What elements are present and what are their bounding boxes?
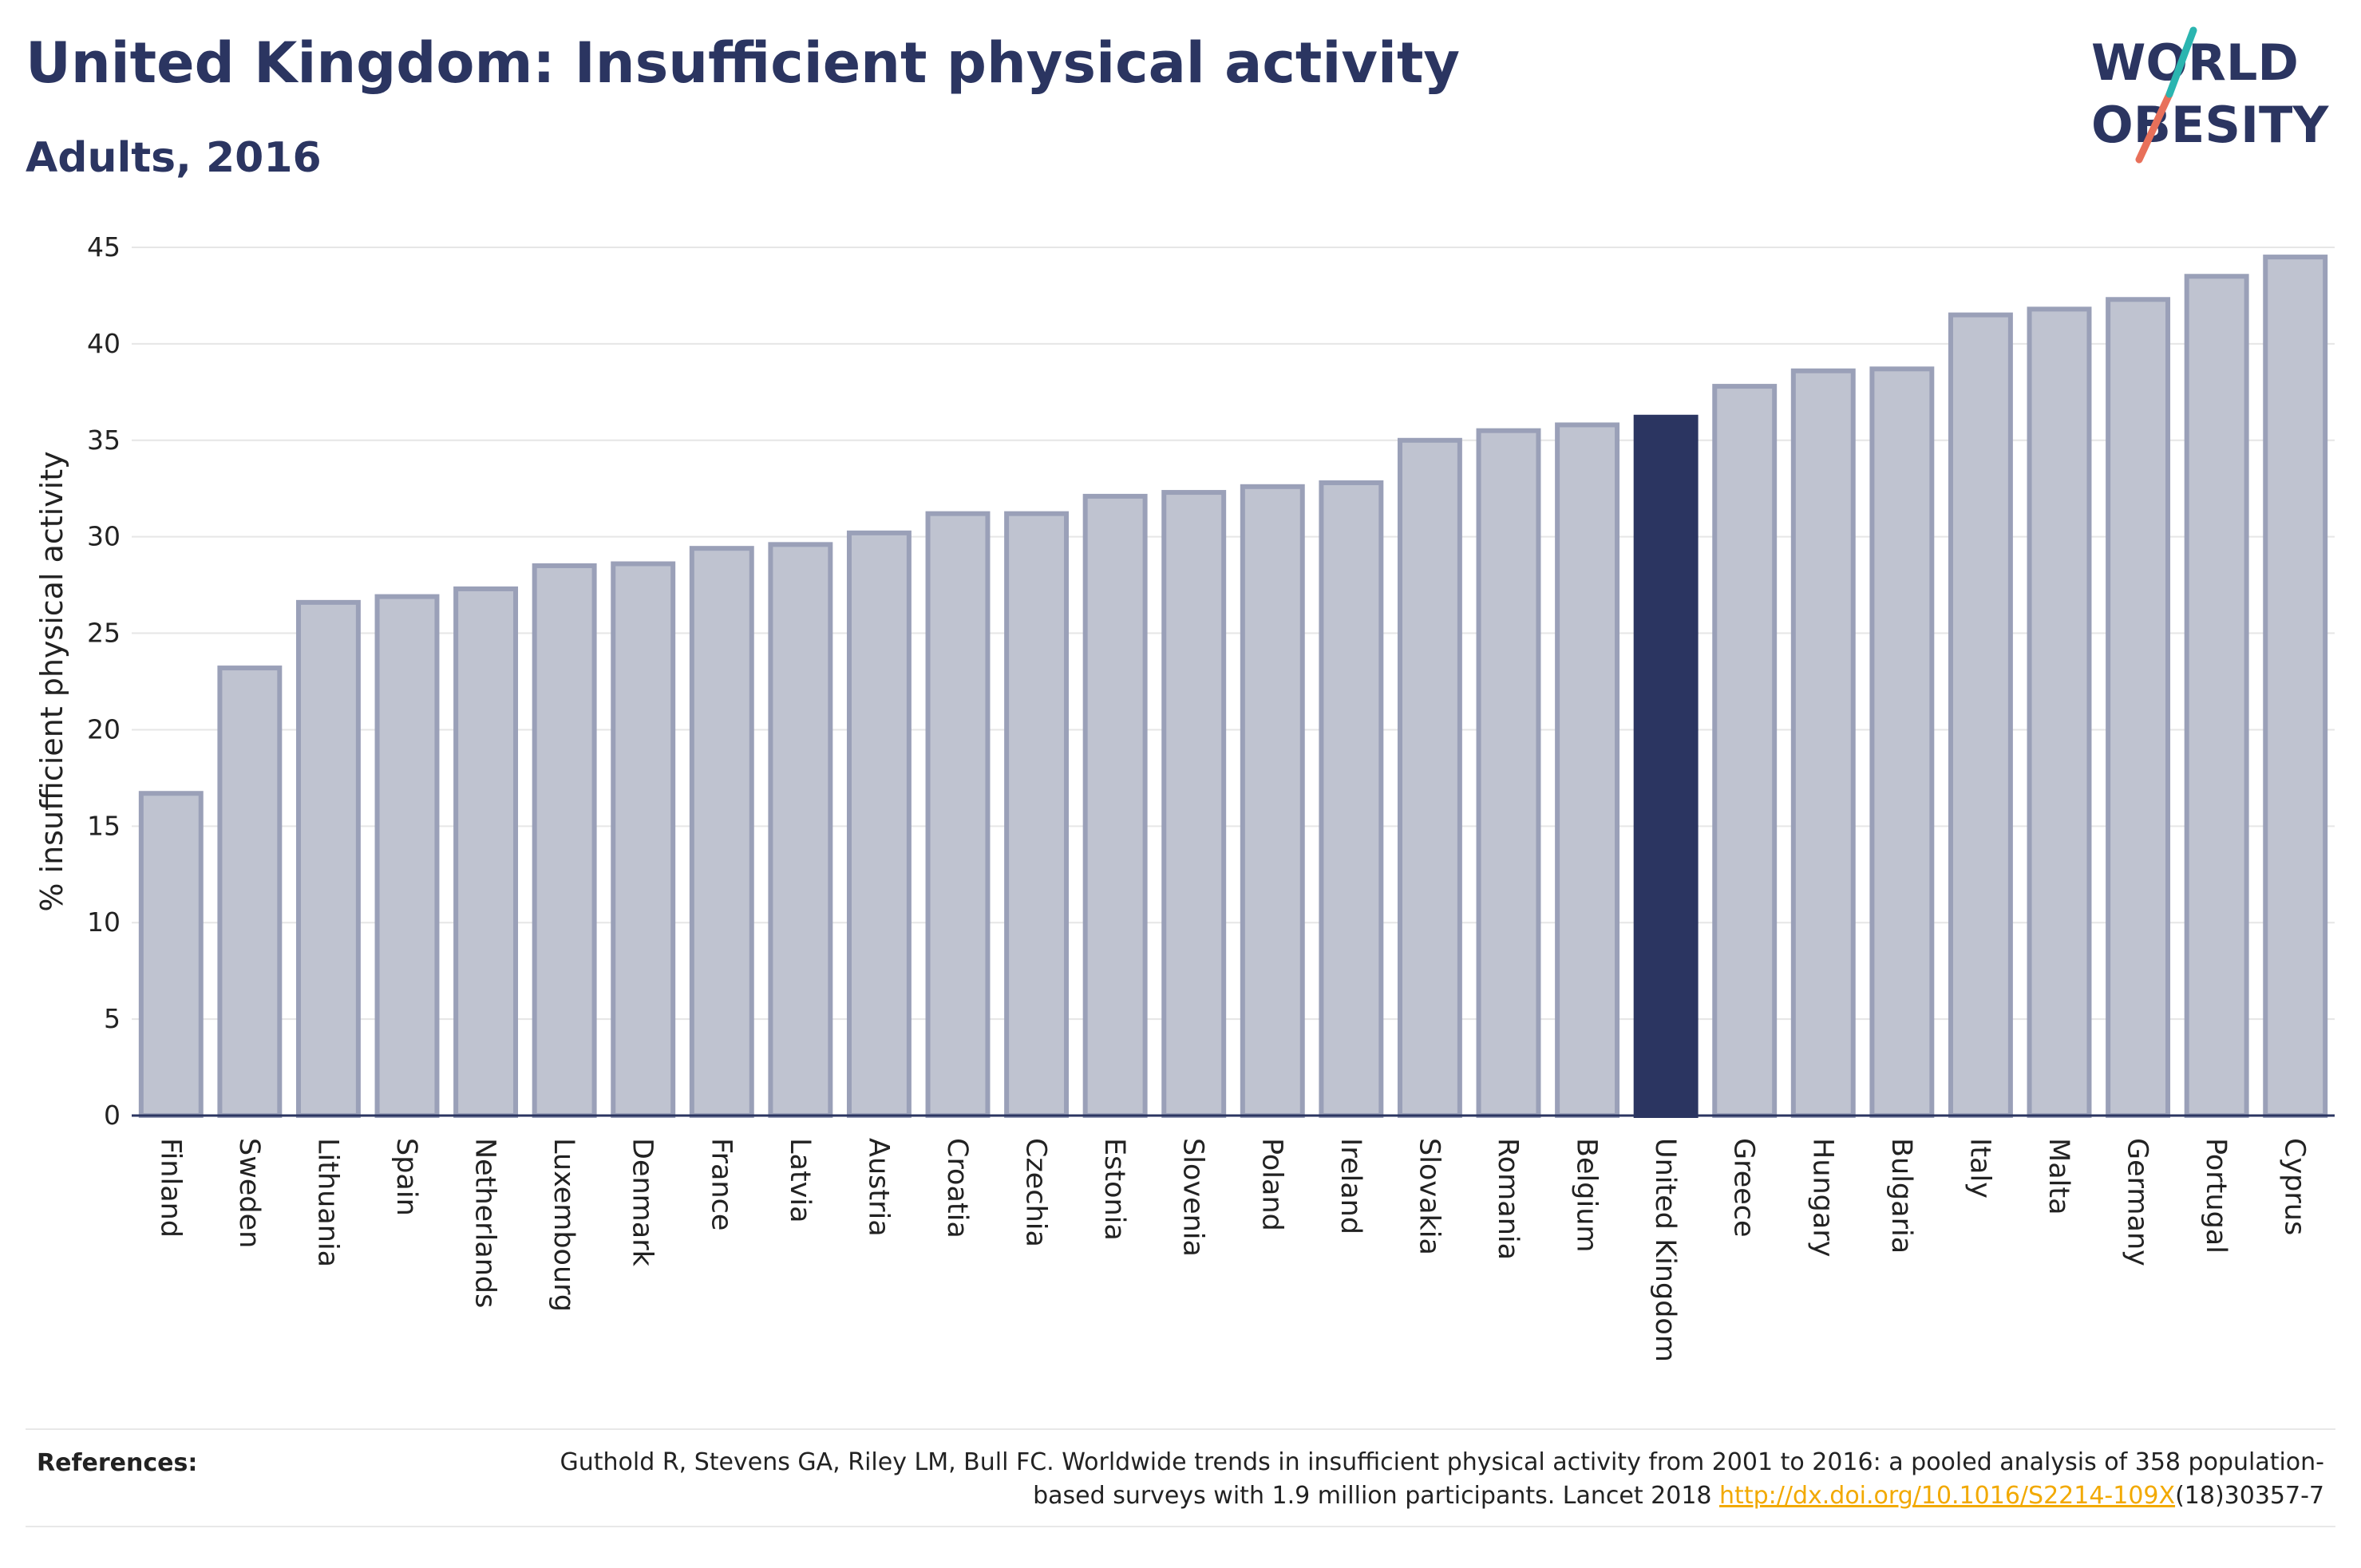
bar — [217, 666, 283, 1118]
bar — [611, 561, 676, 1118]
x-tick-label: Hungary — [1806, 1138, 1838, 1257]
y-tick-label: 25 — [87, 618, 121, 649]
bar — [1397, 437, 1462, 1118]
bar — [2184, 274, 2249, 1118]
bar — [1948, 312, 2013, 1119]
x-tick-label: Greece — [1728, 1138, 1760, 1238]
bar — [453, 586, 519, 1118]
x-tick-label: Portugal — [2200, 1138, 2232, 1254]
x-tick-label: United Kingdom — [1649, 1138, 1681, 1362]
x-tick-label: France — [705, 1138, 737, 1230]
x-tick-label: Belgium — [1571, 1138, 1603, 1253]
x-tick-label: Denmark — [627, 1138, 658, 1267]
references-citation-tail: (18)30357-7 — [2175, 1482, 2324, 1510]
references-label: References: — [37, 1449, 198, 1477]
x-tick-label: Italy — [1964, 1138, 1995, 1199]
x-tick-label: Czechia — [1020, 1138, 1052, 1247]
bar — [846, 530, 912, 1118]
bar — [1004, 511, 1070, 1118]
x-tick-label: Latvia — [784, 1138, 816, 1223]
bar — [295, 599, 361, 1118]
y-tick-label: 20 — [87, 713, 121, 745]
bar — [689, 546, 754, 1118]
y-tick-label: 5 — [104, 1003, 121, 1034]
x-tick-label: Finland — [154, 1138, 186, 1238]
y-tick-label: 40 — [87, 328, 121, 359]
bar — [768, 542, 833, 1118]
x-tick-label: Luxembourg — [548, 1138, 579, 1312]
world-obesity-logo: WORLD OBESITY — [2091, 26, 2329, 164]
bar — [2027, 306, 2092, 1118]
y-tick-label: 45 — [87, 231, 121, 263]
x-tick-label: Ireland — [1335, 1138, 1366, 1234]
y-tick-label: 0 — [104, 1100, 121, 1131]
x-tick-label: Slovakia — [1413, 1138, 1445, 1255]
y-tick-label: 10 — [87, 906, 121, 938]
bar — [532, 563, 597, 1118]
x-tick-label: Lithuania — [311, 1138, 343, 1267]
x-tick-label: Austria — [862, 1138, 894, 1237]
bar — [1082, 493, 1148, 1118]
chart-title: United Kingdom: Insufficient physical ac… — [26, 30, 1461, 96]
x-tick-label: Malta — [2043, 1138, 2074, 1215]
y-axis-label: % insufficient physical activity — [34, 451, 69, 911]
bar — [1790, 368, 1856, 1118]
x-tick-label: Slovenia — [1177, 1138, 1209, 1257]
bar — [1712, 384, 1778, 1118]
x-tick-label: Bulgaria — [1885, 1138, 1917, 1254]
x-tick-label: Romania — [1492, 1138, 1524, 1260]
bar — [925, 511, 991, 1118]
references-text: Guthold R, Stevens GA, Riley LM, Bull FC… — [488, 1446, 2324, 1513]
x-tick-label: Estonia — [1098, 1138, 1130, 1241]
logo-slash-coral — [2135, 90, 2173, 164]
bar — [374, 594, 440, 1118]
x-tick-label: Sweden — [233, 1138, 265, 1248]
x-tick-label: Cyprus — [2279, 1138, 2311, 1235]
chart-subtitle: Adults, 2016 — [26, 134, 322, 182]
bar — [1633, 414, 1699, 1118]
x-tick-label: Germany — [2122, 1138, 2153, 1266]
y-tick-label: 15 — [87, 810, 121, 841]
bar — [1161, 490, 1227, 1118]
references-doi-link[interactable]: http://dx.doi.org/10.1016/S2214-109X — [1719, 1482, 2176, 1510]
references-box: References: Guthold R, Stevens GA, Riley… — [26, 1428, 2335, 1527]
bar-chart: 0 5 10 15 20 25 30 35 40 45 % insufficient physica… — [34, 231, 2335, 1362]
logo-line1: WORLD — [2091, 34, 2299, 92]
bar — [1319, 480, 1384, 1118]
x-tick-label: Spain — [390, 1138, 422, 1216]
bar — [2106, 297, 2171, 1118]
y-tick-label: 35 — [87, 425, 121, 456]
logo-line2: OBESITY — [2091, 96, 2329, 154]
bar — [1476, 428, 1541, 1118]
bar — [1869, 366, 1935, 1118]
x-tick-label: Poland — [1256, 1138, 1287, 1231]
bar — [138, 791, 204, 1119]
x-tick-label: Netherlands — [469, 1138, 501, 1308]
bar — [2263, 255, 2328, 1119]
logo-slash-teal — [2165, 26, 2197, 98]
y-tick-label: 30 — [87, 521, 121, 552]
references-citation: Guthold R, Stevens GA, Riley LM, Bull FC… — [560, 1448, 2324, 1510]
bar — [1240, 484, 1305, 1118]
x-tick-label: Croatia — [941, 1138, 973, 1238]
bar — [1555, 422, 1620, 1118]
